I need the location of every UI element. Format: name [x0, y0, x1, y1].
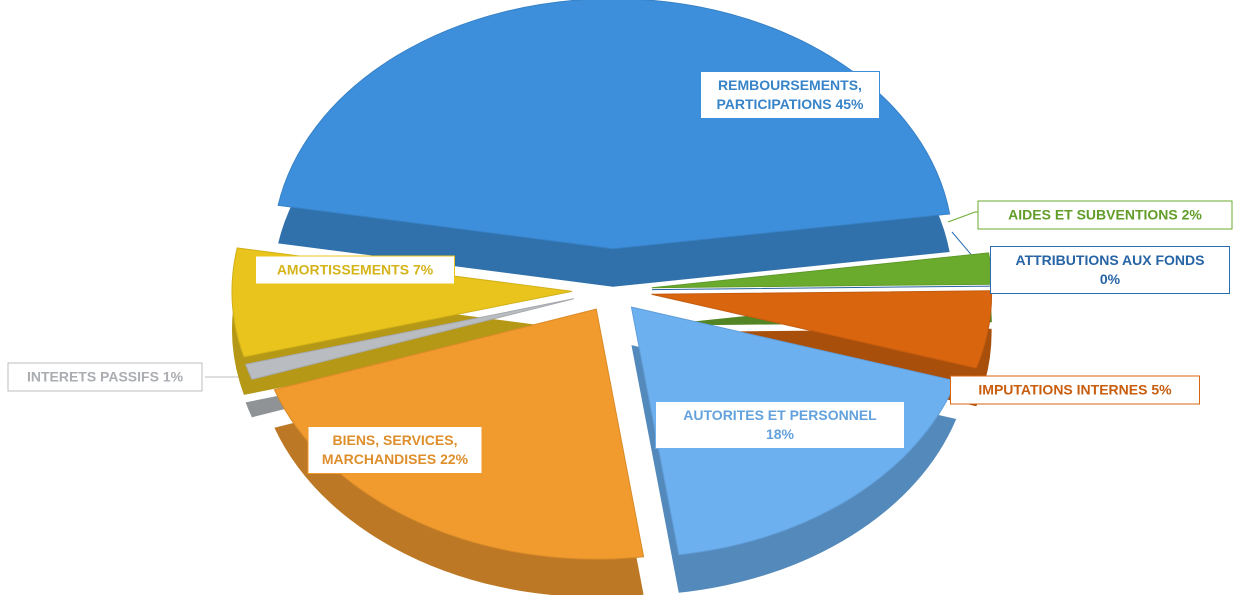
data-label: ATTRIBUTIONS AUX FONDS 0% [990, 246, 1230, 294]
value-label: 7% [412, 261, 434, 278]
value-label: 2% [1181, 206, 1202, 223]
slice [244, 298, 574, 380]
value-label: 45% [835, 96, 864, 112]
data-label: AIDES ET SUBVENTIONS 2% [977, 200, 1233, 230]
pie [231, 0, 993, 595]
category-label: INTERETS PASSIFS [26, 368, 159, 385]
value-label: 0% [1099, 271, 1121, 287]
data-label: REMBOURSEMENTS, PARTICIPATIONS 45% [700, 71, 880, 119]
data-label: AMORTISSEMENTS 7% [255, 255, 455, 285]
category-label: ATTRIBUTIONS AUX FONDS [1015, 252, 1205, 268]
value-label: 22% [440, 451, 469, 467]
value-label: 5% [1151, 381, 1172, 398]
slice [277, 0, 951, 250]
category-label: BIENS, SERVICES, MARCHANDISES [321, 432, 458, 467]
category-label: IMPUTATIONS INTERNES [978, 381, 1148, 398]
category-label: AIDES ET SUBVENTIONS [1008, 206, 1178, 223]
value-label: 18% [765, 426, 795, 442]
data-label: INTERETS PASSIFS 1% [7, 362, 203, 392]
category-label: AMORTISSEMENTS [276, 261, 410, 278]
category-label: REMBOURSEMENTS, PARTICIPATIONS [716, 77, 862, 112]
category-label: AUTORITES ET PERSONNEL [683, 407, 877, 423]
data-label: IMPUTATIONS INTERNES 5% [950, 375, 1200, 405]
value-label: 1% [162, 368, 184, 385]
data-label: AUTORITES ET PERSONNEL 18% [655, 401, 905, 449]
data-label: BIENS, SERVICES, MARCHANDISES 22% [307, 426, 483, 474]
